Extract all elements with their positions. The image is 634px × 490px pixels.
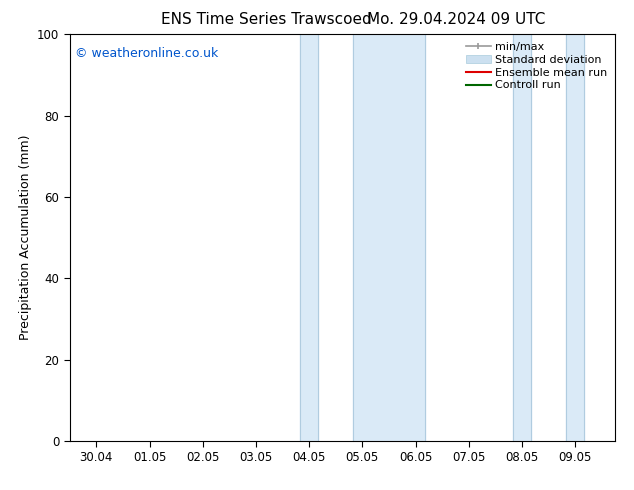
Bar <box>300 34 318 441</box>
Bar <box>513 34 531 441</box>
Y-axis label: Precipitation Accumulation (mm): Precipitation Accumulation (mm) <box>18 135 32 341</box>
Text: Mo. 29.04.2024 09 UTC: Mo. 29.04.2024 09 UTC <box>367 12 546 27</box>
Legend: min/max, Standard deviation, Ensemble mean run, Controll run: min/max, Standard deviation, Ensemble me… <box>464 40 609 93</box>
Bar <box>353 34 425 441</box>
Text: © weatheronline.co.uk: © weatheronline.co.uk <box>75 47 219 59</box>
Bar <box>566 34 584 441</box>
Text: ENS Time Series Trawscoed: ENS Time Series Trawscoed <box>161 12 372 27</box>
